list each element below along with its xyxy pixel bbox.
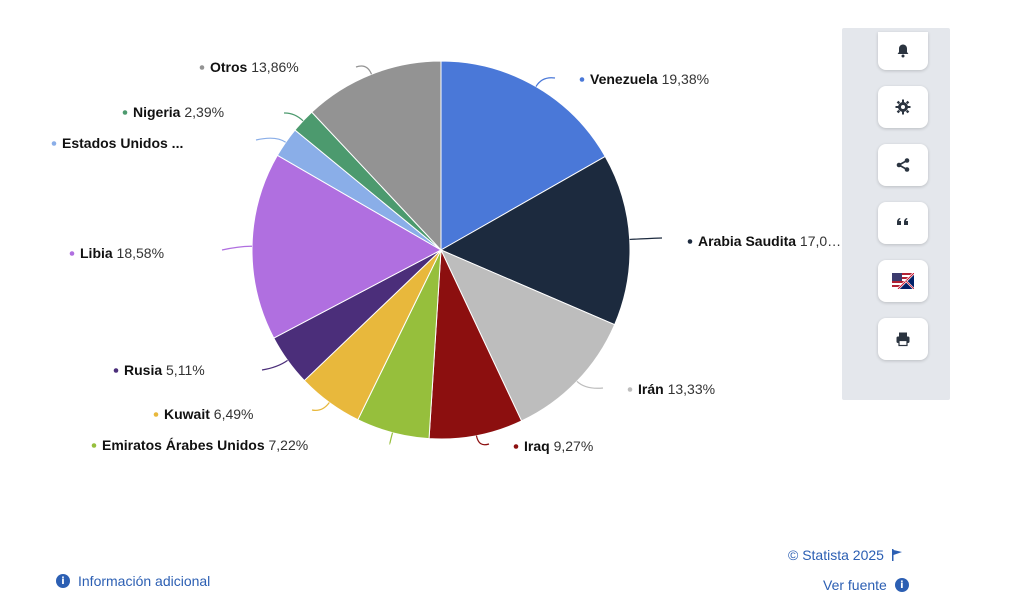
info-icon: i [894,578,909,592]
gear-icon [895,99,911,115]
slice-label-value: 17,0… [796,233,841,249]
leader-lines [221,65,663,446]
source-link-text: Ver fuente [823,577,887,593]
quote-icon [897,218,908,225]
slice-label-name: Rusia [124,362,162,378]
source-link[interactable]: Ver fuente i [823,577,909,593]
pie-slice[interactable] [311,60,442,252]
slice-label: Arabia Saudita 17,0… [698,233,841,249]
settings-button[interactable] [878,86,928,128]
slice-label-name: Iraq [524,438,550,454]
additional-info-text: Información adicional [78,573,211,589]
slice-label-value: 2,39% [180,104,224,120]
legend-dot [122,110,128,115]
slice-label-value: 13,33% [664,381,715,397]
print-button[interactable] [878,318,928,360]
slice-label-name: Libia [80,245,113,261]
slice-label: Libia 18,58% [80,245,164,261]
flag-uk-us-icon [892,273,914,289]
slice-labels: Venezuela 19,38% Arabia Saudita 17,0… Irán… [51,59,841,454]
pie-slice[interactable] [251,154,443,339]
pie-slice[interactable] [440,60,606,251]
slice-label: Iraq 9,27% [524,438,593,454]
flag-icon [891,549,902,561]
pie-slices [251,60,631,440]
info-icon: i [56,574,70,588]
chart-toolbar [842,28,950,400]
legend-dot [153,412,159,417]
bell-icon [897,44,909,58]
slice-label-value: 9,27% [550,438,594,454]
legend-dot [199,65,205,70]
legend-dot [579,77,585,82]
legend-dot [69,251,75,256]
leader-line [283,112,304,122]
leader-line [355,65,373,75]
slice-label-value: 13,86% [247,59,298,75]
pie-slice[interactable] [428,249,523,440]
leader-line [261,359,288,371]
slice-label-name: Kuwait [164,406,210,422]
slice-label-value: 6,49% [210,406,254,422]
pie-slice[interactable] [439,155,631,326]
leader-line [389,432,394,445]
copyright-text: © Statista 2025 [788,547,884,563]
slice-label-name: Emiratos Árabes Unidos [102,437,265,453]
legend-dot [51,141,57,146]
slice-label-value: 19,38% [658,71,709,87]
slice-label: Estados Unidos ... [62,135,183,151]
leader-line [311,402,330,411]
print-icon [896,332,910,347]
share-icon [896,158,910,172]
leader-line [576,380,604,389]
leader-line [221,245,253,251]
slice-label: Irán 13,33% [638,381,715,397]
slice-label-name: Estados Unidos ... [62,135,183,151]
slice-label: Emiratos Árabes Unidos 7,22% [102,437,308,453]
share-button[interactable] [878,144,928,186]
language-button[interactable] [878,260,928,302]
slice-label: Nigeria 2,39% [133,104,224,120]
slice-label: Rusia 5,11% [124,362,205,378]
slice-label-value: 7,22% [265,437,309,453]
slice-label: Venezuela 19,38% [590,71,709,87]
slice-label-name: Otros [210,59,248,75]
slice-label: Kuwait 6,49% [164,406,253,422]
slice-label-value: 5,11% [162,362,205,378]
leader-line [629,237,663,241]
leader-line [255,137,287,143]
legend-dot [687,239,693,244]
copyright-link[interactable]: © Statista 2025 [788,547,902,563]
slice-label-name: Venezuela [590,71,658,87]
legend-dot [91,443,97,448]
slice-label: Otros 13,86% [210,59,299,75]
cite-button[interactable] [878,202,928,244]
legend-dot [627,387,633,392]
slice-label-name: Nigeria [133,104,181,120]
slice-label-name: Arabia Saudita [698,233,796,249]
additional-info-link[interactable]: i Información adicional [56,573,210,589]
leader-line [475,435,490,446]
notification-button[interactable] [878,32,928,70]
legend-dot [113,368,119,373]
slice-label-name: Irán [638,381,664,397]
legend-dot [513,444,519,449]
slice-label-value: 18,58% [113,245,164,261]
leader-line [535,77,556,87]
